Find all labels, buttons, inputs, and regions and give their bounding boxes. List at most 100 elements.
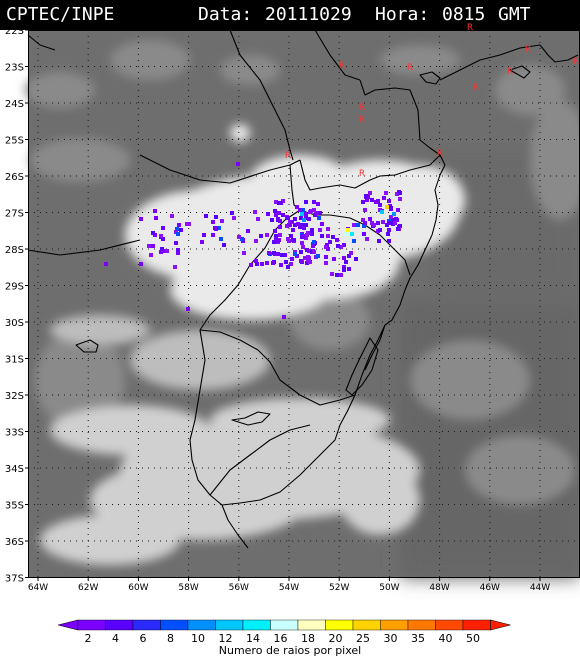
- colorbar-title: Numero de raios por pixel: [219, 644, 361, 657]
- lightning-pixel: [362, 232, 366, 236]
- lightning-pixel: [350, 232, 354, 236]
- colorbar-label: 8: [167, 632, 174, 645]
- lightning-pixel: [389, 215, 393, 219]
- lightning-pixel: [304, 223, 308, 227]
- lightning-pixel: [266, 212, 270, 216]
- cloud-texture: [25, 40, 580, 505]
- colorbar-label: 14: [246, 632, 260, 645]
- hour-value: 0815: [442, 4, 486, 25]
- lightning-pixel: [370, 198, 374, 202]
- lon-label: 60W: [128, 583, 148, 593]
- lightning-pixel: [278, 225, 282, 229]
- lightning-pixel: [298, 225, 302, 229]
- lightning-pixel: [308, 210, 312, 214]
- lightning-pixel: [344, 232, 348, 236]
- lightning-pixel: [211, 233, 215, 237]
- colorbar-cell: [270, 619, 299, 631]
- lightning-pixel: [398, 224, 402, 228]
- lightning-pixel: [364, 194, 368, 198]
- lightning-pixel: [335, 238, 339, 242]
- longitude-labels: 64W 62W 60W 58W 56W 54W 52W 50W 48W 46W 44W: [28, 578, 550, 593]
- lightning-pixel: [393, 221, 397, 225]
- station-marker: R: [407, 63, 413, 73]
- lightning-pixel: [306, 258, 310, 262]
- colorbar-cell: [435, 619, 464, 631]
- lat-label: 35S: [5, 501, 24, 512]
- political-borders: [27, 29, 579, 549]
- lightning-pixel: [361, 200, 365, 204]
- lightning-pixel: [328, 240, 332, 244]
- lightning-pixel: [277, 238, 281, 242]
- lightning-pixel: [289, 234, 293, 238]
- lightning-pixel: [254, 239, 258, 243]
- lightning-pixel: [317, 216, 321, 220]
- colorbar-label: 18: [301, 632, 315, 645]
- lightning-pixel: [378, 228, 382, 232]
- lat-label: 30S: [5, 318, 24, 329]
- lightning-pixel: [293, 223, 297, 227]
- lightning-pixel: [236, 162, 240, 166]
- lightning-pixel: [368, 217, 372, 221]
- lightning-pixel: [249, 263, 253, 267]
- lightning-pixel: [301, 234, 305, 238]
- lightning-pixel: [232, 216, 236, 220]
- lon-label: 64W: [28, 583, 48, 593]
- colorbar-label: 30: [384, 632, 398, 645]
- lightning-pixel: [185, 222, 189, 226]
- lightning-pixel: [316, 202, 320, 206]
- lightning-pixel: [389, 206, 393, 210]
- lat-label: 31S: [5, 355, 24, 366]
- colorbar-cell: [407, 619, 436, 631]
- lightning-pixel: [283, 253, 287, 257]
- lightning-pixel: [347, 254, 351, 258]
- lightning-pixel: [312, 240, 316, 244]
- lightning-pixel: [290, 220, 294, 224]
- station-marker: R: [359, 115, 365, 125]
- colorbar-labels: 2 4 6 8 10 12 14 16 18 20 25 30 35 40 50: [85, 632, 481, 645]
- station-marker: R: [285, 151, 291, 161]
- lightning-pixel: [392, 212, 396, 216]
- lightning-pixel: [306, 255, 310, 259]
- colorbar-label: 6: [140, 632, 147, 645]
- lightning-pixel: [280, 253, 284, 257]
- lon-label: 46W: [480, 583, 500, 593]
- lightning-pixel: [291, 238, 295, 242]
- lightning-pixel: [237, 235, 241, 239]
- lightning-pixel: [303, 256, 307, 260]
- lightning-pixel: [293, 252, 297, 256]
- lightning-pixel: [398, 191, 402, 195]
- lightning-pixel: [296, 222, 300, 226]
- lightning-pixel: [204, 214, 208, 218]
- lightning-pixel: [176, 232, 180, 236]
- lightning-pixel: [330, 272, 334, 276]
- colorbar-cell: [215, 619, 244, 631]
- lightning-pixel: [176, 251, 180, 255]
- lightning-pixel: [396, 208, 400, 212]
- lightning-pixel: [349, 251, 353, 255]
- lightning-pixel: [368, 191, 372, 195]
- lat-label: 24S: [5, 99, 24, 110]
- colorbar-label: 16: [274, 632, 288, 645]
- lightning-pixel: [295, 205, 299, 209]
- lightning-pixel: [147, 244, 151, 248]
- colorbar-label: 10: [191, 632, 205, 645]
- lightning-pixel: [386, 232, 390, 236]
- lightning-pixel: [352, 239, 356, 243]
- lightning-pixel: [161, 226, 165, 230]
- lightning-pixel: [159, 234, 163, 238]
- lightning-pixel: [151, 244, 155, 248]
- lightning-pixel: [398, 197, 402, 201]
- colorbar-max-arrow: [490, 619, 511, 631]
- lightning-pixel: [324, 255, 328, 259]
- lightning-pixel: [289, 262, 293, 266]
- lightning-pixel: [211, 220, 215, 224]
- lightning-pixel: [246, 229, 250, 233]
- colorbar-label: 50: [466, 632, 480, 645]
- lightning-pixel: [374, 200, 378, 204]
- lightning-pixel: [305, 248, 309, 252]
- lightning-pixel: [270, 218, 274, 222]
- lightning-pixel: [293, 217, 297, 221]
- lightning-pixel: [273, 229, 277, 233]
- lightning-pixel: [179, 228, 183, 232]
- lightning-pixel: [387, 221, 391, 225]
